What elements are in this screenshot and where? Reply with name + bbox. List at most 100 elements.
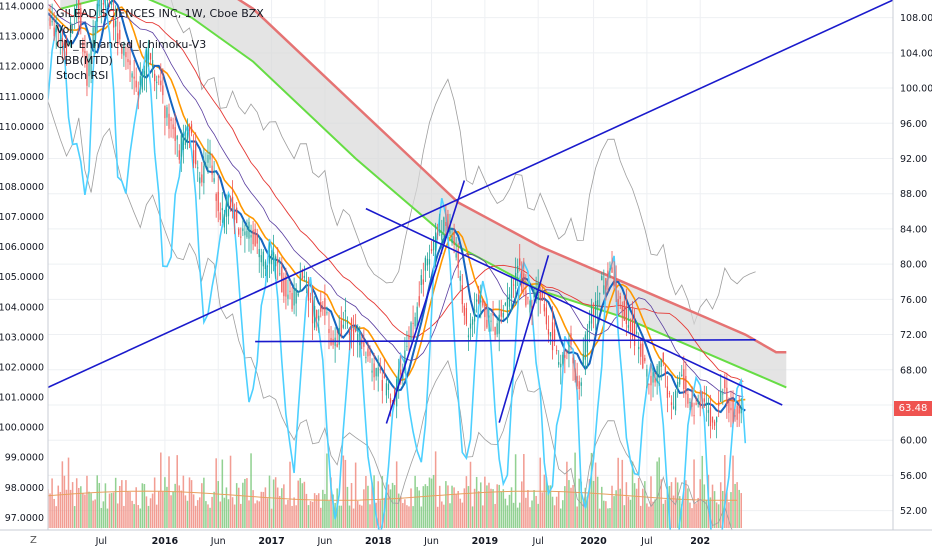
volume-bar — [564, 486, 566, 528]
candle-body — [465, 308, 468, 325]
candle-body — [180, 135, 182, 157]
volume-bar — [420, 506, 423, 528]
volume-bar — [131, 500, 133, 528]
volume-bar — [315, 495, 318, 528]
volume-bar — [646, 503, 648, 528]
volume-bar — [553, 505, 556, 528]
legend-title[interactable]: GILEAD SCIENCES INC, 1W, Cboe BZX — [56, 7, 264, 20]
volume-bar — [328, 500, 330, 528]
volume-bar — [180, 490, 183, 528]
volume-bar — [598, 508, 601, 528]
candle-body — [515, 272, 517, 289]
candle-body — [652, 372, 654, 383]
volume-bar — [358, 504, 361, 528]
trend-lines — [47, 0, 894, 424]
candle-body — [258, 249, 260, 258]
volume-bar — [404, 499, 406, 528]
candle-body — [519, 258, 521, 266]
left-axis-tick-label: 105.0000 — [0, 272, 44, 283]
volume-bar — [256, 500, 258, 528]
candle-body — [738, 405, 740, 414]
candle-body — [324, 297, 326, 316]
candle-body — [102, 3, 104, 5]
volume-bar — [75, 478, 78, 528]
volume-bar — [137, 505, 140, 528]
legend-item-vol[interactable]: Vol — [56, 22, 73, 36]
volume-bar — [63, 475, 66, 528]
legend-item-stoch-rsi[interactable]: Stoch RSI — [56, 69, 109, 82]
trend-line — [385, 180, 466, 424]
timezone-label[interactable]: Z — [30, 535, 37, 546]
volume-bar — [648, 506, 650, 528]
candle-body — [646, 369, 648, 377]
candle-body — [209, 151, 211, 160]
candle-body — [687, 393, 689, 404]
candle-body — [149, 53, 152, 60]
candle-body — [521, 270, 523, 292]
volume-bar — [459, 498, 462, 528]
legend-item-ichimoku[interactable]: CM_Enhanced_Ichimoku-V3 — [56, 38, 207, 51]
right-axis-tick-label: 60.00 — [900, 436, 927, 447]
volume-bar — [726, 492, 728, 528]
volume-bar — [227, 499, 230, 528]
volume-bar — [531, 500, 533, 528]
candle-body — [701, 391, 703, 393]
volume-bar — [293, 497, 295, 528]
volume-bar — [557, 491, 560, 528]
candle-body — [453, 232, 455, 245]
volume-bar — [299, 478, 302, 528]
candle-body — [151, 60, 154, 68]
volume-bar — [525, 497, 527, 528]
volume-bar — [566, 461, 568, 528]
volume-bar — [693, 459, 695, 528]
volume-bar — [391, 482, 394, 528]
candle-body — [260, 255, 262, 263]
volume-bar — [92, 500, 94, 528]
candle-body — [318, 315, 320, 321]
right-axis-tick-label: 56.00 — [900, 471, 927, 482]
volume-bar — [410, 488, 412, 528]
legend-item-dbb[interactable]: DBB(MTD) — [56, 53, 113, 67]
volume-bar — [621, 459, 624, 528]
candle-body — [264, 261, 267, 270]
volume-bar — [369, 504, 371, 528]
candle-body — [689, 402, 691, 404]
volume-bar — [196, 500, 199, 528]
volume-bar — [281, 488, 283, 528]
volume-bar — [730, 492, 732, 528]
volume-bar — [203, 477, 205, 528]
volume-bar — [527, 489, 529, 528]
candle-body — [572, 357, 574, 364]
volume-bar — [689, 502, 691, 528]
candle-body — [720, 390, 722, 402]
candle-body — [110, 0, 113, 5]
candle-body — [225, 200, 228, 217]
volume-ma-line — [47, 490, 738, 501]
volume-bar — [114, 477, 117, 528]
volume-bar — [547, 485, 550, 528]
candle-body — [500, 310, 502, 317]
volume-bar — [422, 486, 425, 528]
right-axis-tick-label: 52.00 — [900, 506, 927, 517]
candle-body — [670, 402, 673, 406]
volume-bar — [691, 508, 693, 528]
candle-body — [338, 327, 340, 345]
x-axis-tick-label: Jun — [423, 536, 439, 547]
candle-body — [683, 369, 685, 390]
x-axis-tick-label: 202 — [690, 536, 710, 547]
volume-bar — [424, 484, 427, 528]
volume-bar — [317, 493, 320, 528]
left-axis-tick-label: 101.0000 — [0, 393, 44, 404]
volume-bar — [276, 487, 279, 528]
volume-bar — [629, 499, 632, 528]
candle-body — [231, 196, 234, 207]
candle-body — [156, 81, 158, 83]
candle-body — [631, 318, 634, 337]
candle-body — [307, 287, 310, 301]
candle-body — [309, 298, 312, 300]
candle-body — [254, 229, 256, 246]
candle-body — [322, 307, 324, 310]
volume-bar — [639, 505, 642, 528]
